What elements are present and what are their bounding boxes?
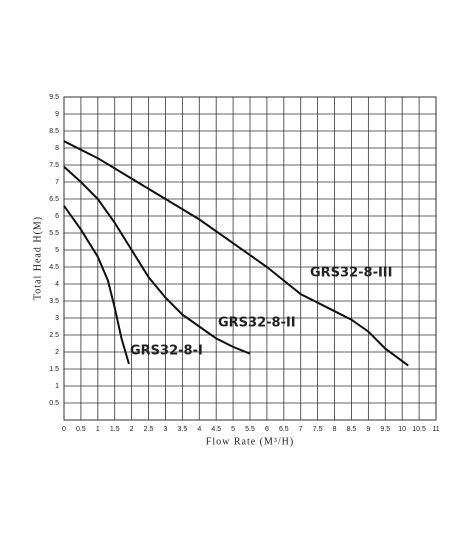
y-tick-label: 4.5 (49, 264, 59, 271)
x-tick-label: 10.5 (412, 426, 426, 433)
x-tick-label: 5.5 (245, 426, 255, 433)
y-tick-label: 5 (55, 247, 59, 254)
x-tick-label: 2 (130, 426, 134, 433)
y-tick-label: 6 (55, 213, 59, 220)
y-tick-label: 8 (55, 145, 59, 152)
y-tick-label: 9.5 (49, 94, 59, 101)
y-tick-label: 3 (55, 315, 59, 322)
y-tick-label: 8.5 (49, 128, 59, 135)
curve-label: GRS32-8-III (310, 266, 392, 281)
y-tick-label: 3.5 (49, 298, 59, 305)
y-tick-label: 9 (55, 111, 59, 118)
x-tick-label: 1 (96, 426, 100, 433)
curve (63, 140, 409, 367)
y-tick-label: 4 (55, 281, 59, 288)
x-tick-label: 10 (398, 426, 406, 433)
x-tick-label: 1.5 (110, 426, 120, 433)
curve-label: GRS32-8-I (130, 344, 203, 359)
y-tick-label: 1 (55, 383, 59, 390)
curve (63, 165, 251, 355)
curve-label: GRS32-8-II (218, 316, 296, 331)
x-tick-label: 0.5 (76, 426, 86, 433)
y-axis-title: Total Head H(M) (32, 216, 43, 300)
x-tick-label: 3 (164, 426, 168, 433)
x-tick-label: 7.5 (313, 426, 323, 433)
y-tick-label: 0.5 (49, 400, 59, 407)
y-tick-label: 6.5 (49, 196, 59, 203)
x-tick-label: 7 (299, 426, 303, 433)
y-tick-label: 2.5 (49, 332, 59, 339)
x-tick-label: 6.5 (279, 426, 289, 433)
x-tick-label: 2.5 (144, 426, 154, 433)
y-tick-label: 7 (55, 179, 59, 186)
curve (63, 205, 130, 365)
x-tick-label: 6 (265, 426, 269, 433)
x-axis-title: Flow Rate (M³/H) (206, 436, 294, 447)
x-tick-label: 8.5 (347, 426, 357, 433)
x-tick-label: 3.5 (177, 426, 187, 433)
x-tick-label: 4 (197, 426, 201, 433)
y-tick-label: 5.5 (49, 230, 59, 237)
x-tick-label: 9.5 (380, 426, 390, 433)
y-tick-label: 2 (55, 349, 59, 356)
x-tick-label: 5 (231, 426, 235, 433)
x-tick-label: 9 (366, 426, 370, 433)
x-tick-label: 11 (432, 426, 439, 433)
y-tick-label: 7.5 (49, 162, 59, 169)
x-tick-label: 4.5 (211, 426, 221, 433)
y-tick-label: 1.5 (49, 366, 59, 373)
x-tick-label: 8 (333, 426, 337, 433)
x-tick-label: 0 (62, 426, 66, 433)
